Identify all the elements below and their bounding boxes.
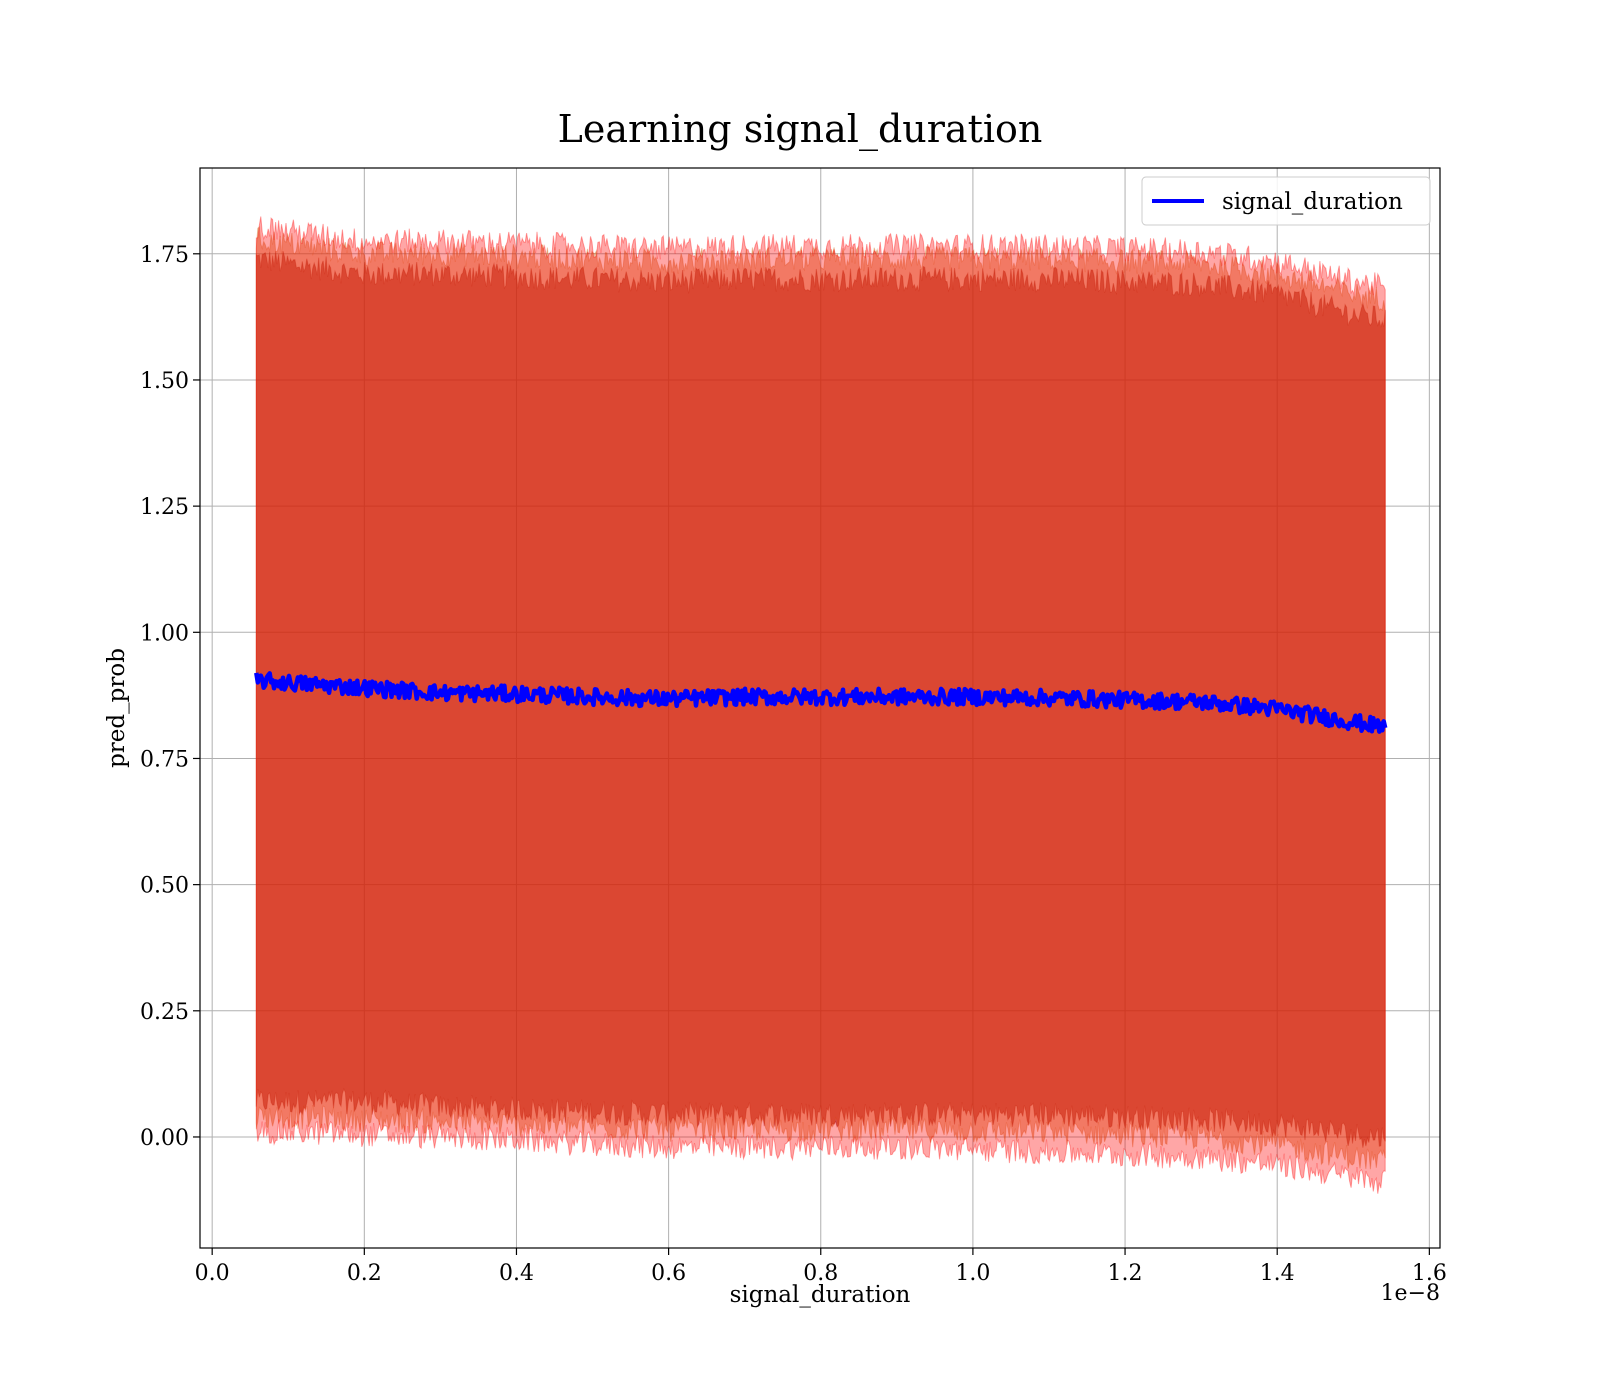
- y-axis-ticks: 0.00 0.25 0.50 0.75 1.00 1.25 1.50 1.75: [140, 243, 200, 1151]
- plot-frame: [199, 167, 1441, 1249]
- x-tick-label: 0.8: [803, 1261, 838, 1286]
- y-tick-label: 0.75: [140, 747, 189, 772]
- x-tick-label: 1.4: [1260, 1261, 1295, 1286]
- legend-entry: signal_duration: [1222, 189, 1403, 215]
- y-tick-label: 0.00: [140, 1126, 189, 1151]
- x-tick-label: 1.6: [1412, 1261, 1447, 1286]
- x-tick-label: 0.2: [347, 1261, 382, 1286]
- x-tick-label: 1.2: [1108, 1261, 1143, 1286]
- x-tick-label: 0.0: [195, 1261, 230, 1286]
- x-axis-label: signal_duration: [730, 1282, 911, 1308]
- series-line-signal-duration: [254, 671, 1388, 734]
- y-tick-label: 1.75: [140, 243, 189, 268]
- series-lines: [254, 671, 1388, 734]
- y-tick-label: 0.25: [140, 1000, 189, 1025]
- y-tick-label: 1.25: [140, 495, 189, 520]
- x-axis-offset-label: 1e−8: [1381, 1281, 1440, 1306]
- legend-box: [1141, 176, 1431, 226]
- y-tick-label: 1.50: [140, 369, 189, 394]
- x-tick-label: 0.4: [499, 1261, 534, 1286]
- x-axis-ticks: 0.0 0.2 0.4 0.6 0.8 1.0 1.2 1.4 1.6: [195, 1248, 1447, 1286]
- x-tick-label: 1.0: [955, 1261, 990, 1286]
- x-tick-label: 0.6: [651, 1261, 686, 1286]
- y-axis-label: pred_prob: [104, 648, 130, 768]
- y-tick-label: 1.00: [140, 621, 189, 646]
- chart-title: Learning signal_duration: [558, 107, 1043, 152]
- legend: signal_duration: [1141, 176, 1431, 226]
- y-tick-label: 0.50: [140, 874, 189, 899]
- confidence-bands: [255, 216, 1386, 1194]
